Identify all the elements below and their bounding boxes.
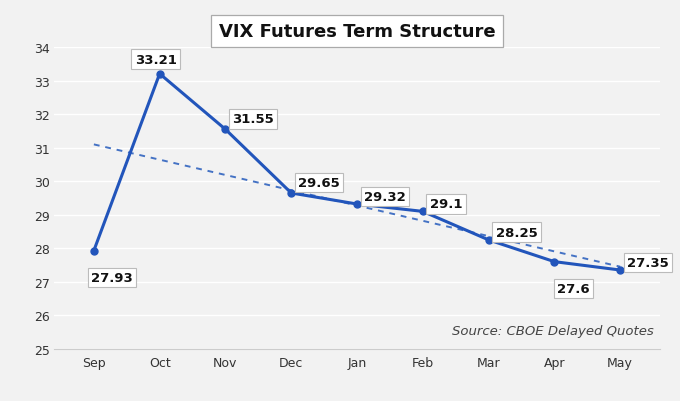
- Text: 29.65: 29.65: [298, 176, 340, 190]
- Text: 29.1: 29.1: [430, 198, 462, 211]
- Text: 27.35: 27.35: [627, 256, 669, 269]
- Text: 29.32: 29.32: [364, 190, 406, 203]
- Text: 31.55: 31.55: [233, 113, 274, 126]
- Title: VIX Futures Term Structure: VIX Futures Term Structure: [219, 23, 495, 41]
- Text: 33.21: 33.21: [135, 53, 177, 67]
- Text: 27.6: 27.6: [557, 282, 590, 296]
- Text: Source: CBOE Delayed Quotes: Source: CBOE Delayed Quotes: [452, 324, 653, 337]
- Text: 28.25: 28.25: [496, 226, 537, 239]
- Text: 27.93: 27.93: [91, 271, 133, 284]
